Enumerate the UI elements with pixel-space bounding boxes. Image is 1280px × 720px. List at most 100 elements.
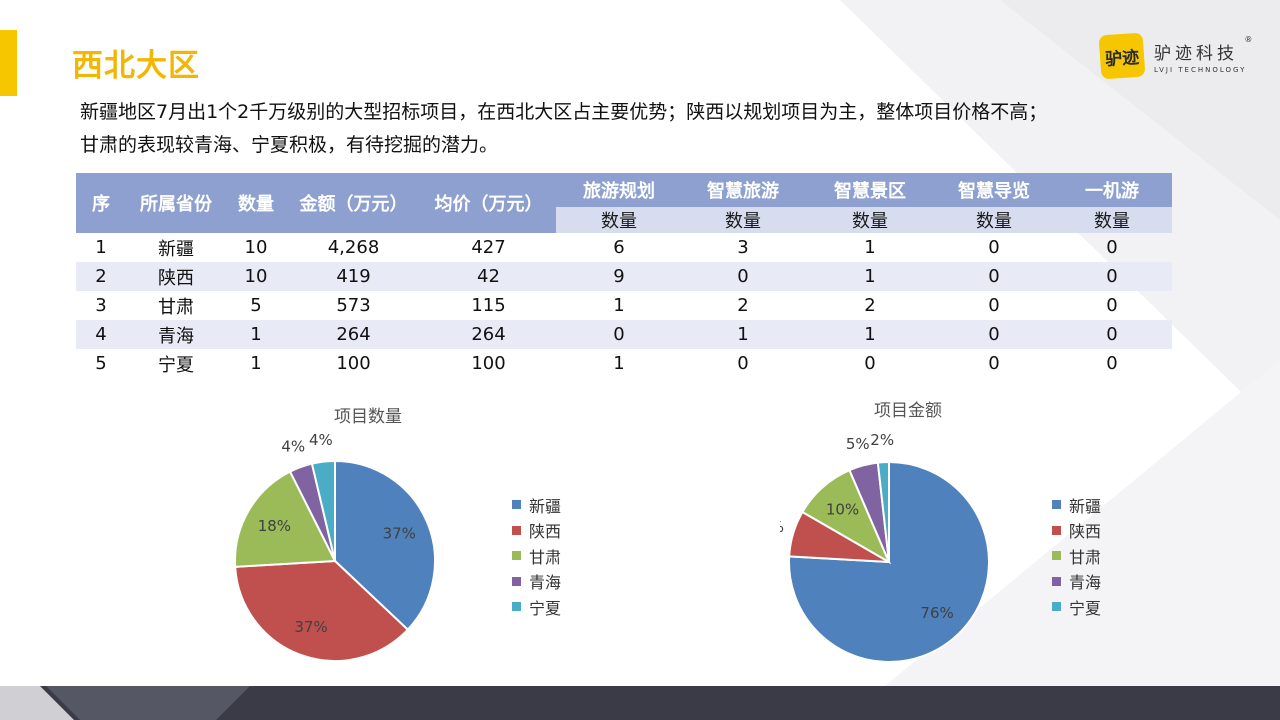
legend-item: 陕西 xyxy=(512,518,561,544)
cell-one-machine: 0 xyxy=(1106,237,1118,258)
cell-travel-planning: 1 xyxy=(613,295,625,316)
subheader-count: 数量 xyxy=(682,207,804,233)
legend-item: 甘肃 xyxy=(512,543,561,569)
legend-item: 新疆 xyxy=(1052,492,1101,518)
pie-slice-5 xyxy=(310,459,336,562)
cell-smart-guide: 0 xyxy=(988,237,1000,258)
cell-count: 10 xyxy=(226,262,286,291)
header-smart-tourism: 智慧旅游 xyxy=(682,173,804,207)
cell-avg-price: 427 xyxy=(471,237,506,258)
slide-title: 西北大区 xyxy=(72,48,200,84)
table-row: 4 青海 1 264 264 0 1 1 0 0 xyxy=(76,320,1172,349)
legend-item: 宁夏 xyxy=(512,594,561,620)
legend-label: 陕西 xyxy=(1069,522,1102,542)
cell-province: 宁夏 xyxy=(158,354,194,376)
cell-smart-guide: 0 xyxy=(988,353,1000,374)
cell-index: 1 xyxy=(95,237,107,258)
table-row: 3 甘肃 5 573 115 1 2 2 0 0 xyxy=(76,291,1172,320)
header-index: 序 xyxy=(76,173,126,233)
header-count: 数量 xyxy=(226,173,286,233)
cell-province: 新疆 xyxy=(158,238,194,260)
pie-slice-1 xyxy=(334,459,436,632)
cell-avg-price: 115 xyxy=(471,295,506,316)
cell-count: 5 xyxy=(250,295,262,316)
pie-data-label-3: 18% xyxy=(258,517,291,535)
cell-amount: 100 xyxy=(336,353,371,374)
pie-chart-project-amount: 项目金额 76% 7% 10% 5%2% xyxy=(760,396,1070,670)
pie-slice-2 xyxy=(234,559,410,662)
header-province: 所属省份 xyxy=(126,173,226,233)
cell-index: 5 xyxy=(95,353,107,374)
cell-travel-planning: 0 xyxy=(556,320,682,349)
legend-item: 青海 xyxy=(512,569,561,595)
cell-index: 4 xyxy=(76,320,126,349)
legend-swatch xyxy=(1052,602,1061,612)
subheader-count: 数量 xyxy=(556,207,682,233)
cell-province: 青海 xyxy=(126,320,226,349)
legend-swatch xyxy=(512,576,521,586)
legend-swatch xyxy=(1052,551,1061,561)
legend-swatch xyxy=(1052,525,1061,535)
header-one-machine: 一机游 xyxy=(1052,173,1172,207)
cell-smart-guide: 0 xyxy=(988,295,1000,316)
cell-amount: 573 xyxy=(336,295,371,316)
pie-slice-3 xyxy=(234,470,337,568)
legend-swatch xyxy=(512,525,521,535)
pie-data-label-5: 2% xyxy=(870,431,894,449)
pie-data-label-3: 10% xyxy=(826,501,859,519)
legend-label: 青海 xyxy=(529,573,562,593)
pie-svg: 项目数量 37% 37% 18% 4% 4% xyxy=(234,407,436,662)
cell-amount: 4,268 xyxy=(327,237,380,258)
description-line: 新疆地区7月出1个2千万级别的大型招标项目，在西北大区占主要优势；陕西以规划项目… xyxy=(80,101,1048,123)
cell-one-machine: 0 xyxy=(1052,262,1172,291)
legend-label: 甘肃 xyxy=(529,547,562,567)
legend-item: 陕西 xyxy=(1052,518,1101,544)
table-row: 5 宁夏 1 100 100 1 0 0 0 0 xyxy=(76,349,1172,378)
header-smart-guide: 智慧导览 xyxy=(936,173,1052,207)
cell-avg-price: 264 xyxy=(421,320,556,349)
cell-amount: 419 xyxy=(286,262,421,291)
slide-description: 新疆地区7月出1个2千万级别的大型招标项目，在西北大区占主要优势；陕西以规划项目… xyxy=(80,96,1200,162)
pie-data-label-2: 7% xyxy=(780,518,784,536)
table-row: 2 陕西 10 419 42 9 0 1 0 0 xyxy=(76,262,1172,291)
logo-name-en: LVJI TECHNOLOGY xyxy=(1154,65,1247,74)
logo-badge: 驴迹 xyxy=(1098,32,1146,80)
cell-amount: 264 xyxy=(286,320,421,349)
pie-slice-5 xyxy=(876,460,890,563)
legend-label: 陕西 xyxy=(529,522,562,542)
legend-label: 青海 xyxy=(1069,573,1102,593)
pie-data-label-4: 4% xyxy=(281,437,305,455)
legend-project-amount: 新疆陕西甘肃青海宁夏 xyxy=(1052,492,1101,620)
legend-label: 宁夏 xyxy=(1069,598,1102,618)
cell-travel-planning: 6 xyxy=(613,237,625,258)
pie-data-label-4: 5% xyxy=(846,435,870,453)
cell-smart-tourism: 0 xyxy=(682,262,804,291)
registered-mark: ® xyxy=(1244,34,1253,44)
chart-title: 项目数量 xyxy=(334,407,402,427)
cell-smart-tourism: 0 xyxy=(737,353,749,374)
pie-data-label-5: 4% xyxy=(309,431,333,449)
cell-one-machine: 0 xyxy=(1106,353,1118,374)
region-project-table: 序 所属省份 数量 金额（万元） 均价（万元） 旅游规划 智慧旅游 智慧景区 智… xyxy=(76,173,1172,378)
legend-swatch xyxy=(1052,576,1061,586)
header-travel-planning: 旅游规划 xyxy=(556,173,682,207)
cell-count: 10 xyxy=(244,237,268,258)
legend-label: 甘肃 xyxy=(1069,547,1102,567)
cell-count: 1 xyxy=(226,320,286,349)
subheader-count: 数量 xyxy=(936,207,1052,233)
legend-item: 青海 xyxy=(1052,569,1101,595)
header-avg-price: 均价（万元） xyxy=(421,173,556,233)
company-logo: 驴迹 驴迹科技 LVJI TECHNOLOGY ® xyxy=(1098,32,1252,80)
cell-travel-planning: 9 xyxy=(556,262,682,291)
cell-smart-scenic: 2 xyxy=(864,295,876,316)
legend-item: 新疆 xyxy=(512,492,561,518)
subheader-count: 数量 xyxy=(804,207,936,233)
cell-one-machine: 0 xyxy=(1052,320,1172,349)
legend-swatch xyxy=(512,602,521,612)
cell-smart-scenic: 1 xyxy=(804,320,936,349)
table-row: 1 新疆 10 4,268 427 6 3 1 0 0 xyxy=(76,233,1172,262)
title-accent-bar xyxy=(0,30,17,96)
cell-index: 2 xyxy=(76,262,126,291)
cell-count: 1 xyxy=(250,353,262,374)
header-smart-scenic: 智慧景区 xyxy=(804,173,936,207)
